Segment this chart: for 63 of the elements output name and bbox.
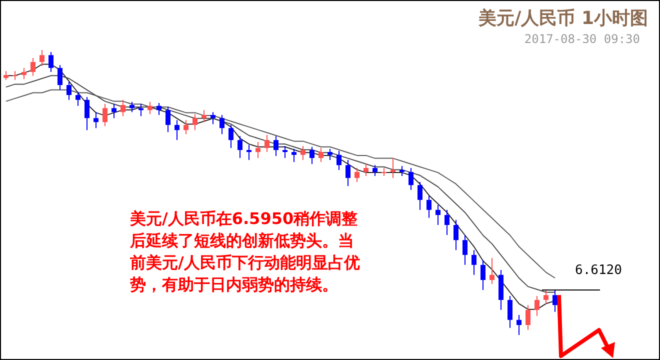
candlestick	[184, 120, 188, 135]
candlestick	[480, 260, 486, 290]
candlestick	[454, 219, 458, 251]
candlestick	[534, 295, 540, 316]
chart-subtitle: 2017-08-30 09:30	[524, 32, 640, 46]
candlestick	[22, 67, 26, 80]
candlestick	[390, 158, 396, 178]
candlestick	[282, 146, 288, 159]
candlestick	[210, 112, 216, 125]
candlestick	[516, 314, 522, 336]
candlestick	[228, 124, 234, 149]
candlestick	[544, 289, 548, 304]
candlestick	[94, 112, 98, 129]
annotation: 美元/人民币在6.5950稍作调整后延续了短线的创新低势头。当前美元/人民币下行动能明显占优势，有助于日内弱势的持续。	[130, 208, 361, 296]
candlestick	[408, 167, 414, 190]
candlestick	[138, 103, 144, 117]
candlestick	[66, 81, 72, 100]
candlestick	[508, 295, 512, 328]
candlestick	[220, 114, 224, 135]
candlestick	[48, 51, 54, 72]
candlestick	[490, 258, 494, 284]
candlestick	[174, 120, 180, 141]
candlestick	[30, 57, 36, 76]
text: 6.6120	[575, 262, 622, 278]
candlestick	[12, 70, 18, 80]
candlestick	[462, 234, 468, 266]
candlestick	[318, 148, 324, 163]
candlestick	[472, 250, 476, 276]
candlestick	[364, 164, 368, 176]
candlestick	[300, 146, 306, 161]
candlestick	[58, 64, 62, 90]
candlestick	[336, 150, 342, 170]
candlestick	[112, 103, 116, 119]
candlestick	[84, 96, 90, 131]
candlestick	[526, 304, 530, 330]
candlestick	[166, 106, 170, 133]
candlestick	[148, 101, 152, 115]
candlestick	[130, 101, 134, 113]
candlestick	[192, 114, 198, 131]
candlestick	[400, 165, 404, 176]
candlestick	[436, 204, 440, 226]
candlestick	[102, 103, 108, 127]
candlestick	[246, 144, 252, 161]
candlestick	[292, 148, 296, 163]
candlestick	[156, 102, 162, 116]
candlestick	[40, 50, 44, 66]
candlestick	[418, 181, 422, 210]
candlestick	[310, 146, 314, 164]
candlestick	[354, 167, 360, 182]
candlestick	[120, 99, 126, 117]
candlestick	[372, 164, 378, 176]
candlestick	[444, 209, 450, 236]
candlestick	[552, 289, 558, 312]
candlestick	[238, 136, 242, 159]
chart-title: 美元/人民币 1小时图	[478, 8, 648, 29]
candlestick	[264, 134, 270, 153]
candlestick	[76, 91, 80, 106]
candlestick	[256, 142, 260, 159]
candlestick	[202, 110, 206, 123]
candlestick	[328, 148, 332, 161]
candlestick	[426, 195, 432, 218]
candlestick	[274, 136, 278, 157]
candlestick	[346, 160, 350, 186]
